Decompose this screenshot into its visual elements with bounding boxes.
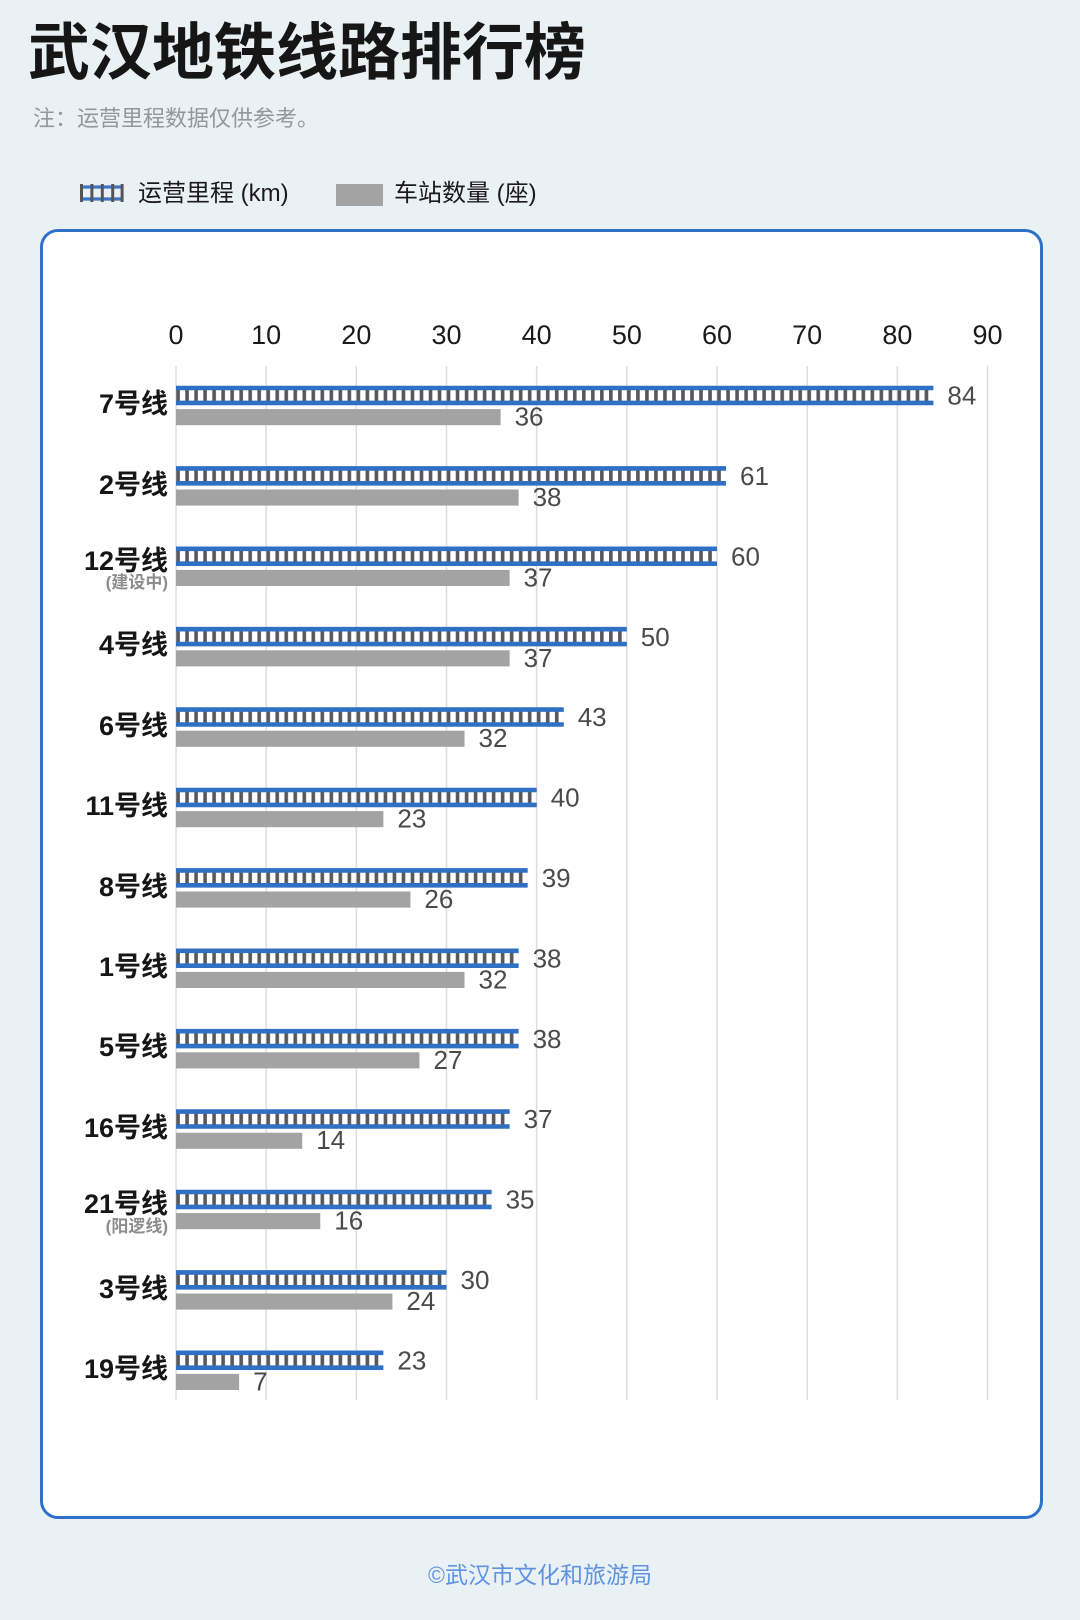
svg-text:50: 50 [612,320,642,350]
svg-text:32: 32 [479,723,508,753]
svg-text:84: 84 [947,381,976,411]
svg-text:运营里程 (km): 运营里程 (km) [138,180,289,207]
svg-text:车站数量 (座): 车站数量 (座) [394,180,537,207]
svg-text:38: 38 [533,1024,562,1054]
svg-text:35: 35 [506,1185,535,1215]
svg-text:38: 38 [533,943,562,973]
svg-text:37: 37 [524,562,553,592]
svg-text:23: 23 [397,1345,426,1375]
svg-text:0: 0 [168,320,183,350]
svg-text:36: 36 [515,402,544,432]
svg-text:38: 38 [533,482,562,512]
svg-text:90: 90 [972,320,1002,350]
svg-text:30: 30 [431,320,461,350]
svg-text:70: 70 [792,320,822,350]
svg-text:40: 40 [551,783,580,813]
svg-text:60: 60 [702,320,732,350]
svg-text:39: 39 [542,863,571,893]
svg-text:60: 60 [731,541,760,571]
svg-text:40: 40 [522,320,552,350]
svg-text:32: 32 [479,964,508,994]
svg-text:7: 7 [253,1366,267,1396]
svg-text:50: 50 [641,622,670,652]
svg-text:37: 37 [524,643,553,673]
svg-text:20: 20 [341,320,371,350]
svg-text:61: 61 [740,461,769,491]
svg-text:24: 24 [406,1286,435,1316]
svg-text:26: 26 [424,884,453,914]
svg-text:30: 30 [461,1265,490,1295]
svg-text:80: 80 [882,320,912,350]
svg-text:16: 16 [334,1206,363,1236]
svg-text:23: 23 [397,804,426,834]
svg-text:37: 37 [524,1104,553,1134]
svg-text:27: 27 [434,1045,463,1075]
svg-text:14: 14 [316,1125,345,1155]
svg-text:43: 43 [578,702,607,732]
svg-text:10: 10 [251,320,281,350]
